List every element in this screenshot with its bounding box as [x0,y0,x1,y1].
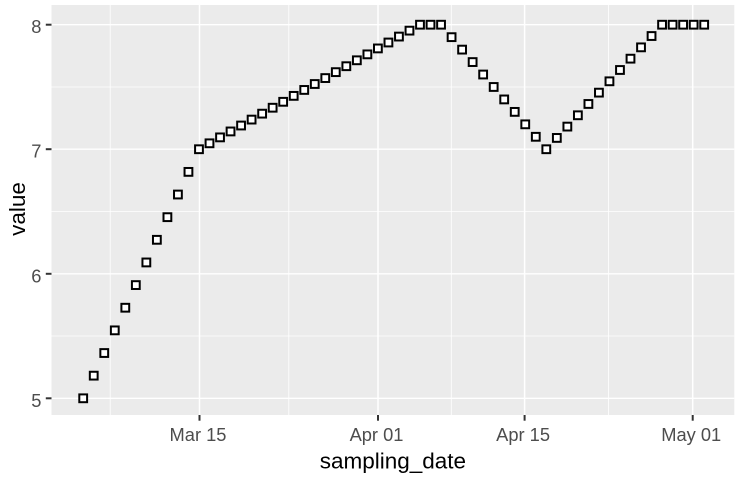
svg-text:value: value [5,182,30,236]
svg-text:5: 5 [31,390,41,411]
svg-text:Mar 15: Mar 15 [170,424,227,445]
svg-text:sampling_date: sampling_date [320,448,466,473]
svg-text:7: 7 [31,141,41,162]
svg-text:8: 8 [31,16,41,37]
svg-text:6: 6 [31,265,41,286]
svg-text:Apr 15: Apr 15 [496,424,550,445]
svg-text:Apr 01: Apr 01 [350,424,404,445]
svg-text:May 01: May 01 [661,424,721,445]
